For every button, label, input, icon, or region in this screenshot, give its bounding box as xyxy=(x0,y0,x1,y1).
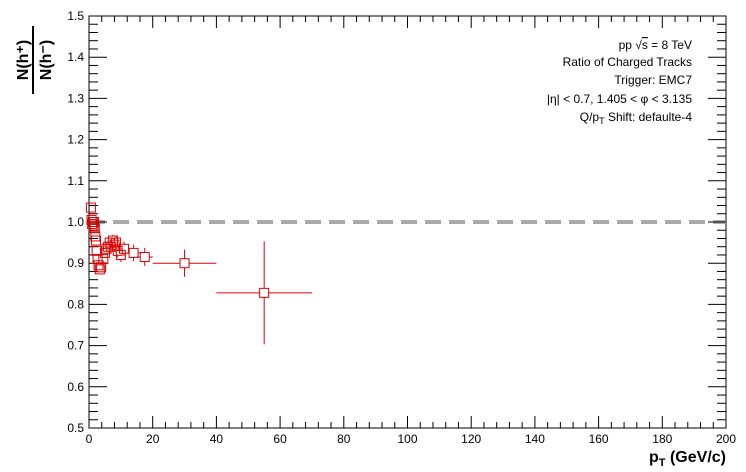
data-point-marker xyxy=(91,235,102,246)
data-points xyxy=(85,202,312,345)
data-point xyxy=(109,238,120,251)
data-point xyxy=(85,202,96,213)
y-tick-label: 0.6 xyxy=(67,380,84,394)
y-tick-label: 0.9 xyxy=(67,256,84,270)
data-point-marker xyxy=(179,258,190,269)
data-point xyxy=(136,247,153,267)
data-point-marker xyxy=(259,287,270,298)
data-point xyxy=(216,241,312,345)
data-point xyxy=(111,236,122,250)
y-tick-label: 1.5 xyxy=(67,9,84,23)
x-axis-title: pT (GeV/c) xyxy=(649,449,726,469)
x-tick-label: 160 xyxy=(589,432,609,446)
y-tick-label: 1.2 xyxy=(67,133,84,147)
data-point xyxy=(119,241,130,257)
x-tick-label: 0 xyxy=(86,432,93,446)
data-point-marker xyxy=(115,249,126,260)
y-tick-label: 1.1 xyxy=(67,174,84,188)
y-tick-label: 1.4 xyxy=(67,50,84,64)
data-point-marker xyxy=(92,254,103,265)
data-point xyxy=(91,235,102,246)
data-point xyxy=(89,217,100,227)
data-point-marker xyxy=(119,243,130,254)
x-tick-label: 40 xyxy=(210,432,224,446)
data-point-marker xyxy=(98,254,109,265)
x-tick-label: 80 xyxy=(337,432,351,446)
y-tick-label: 1.0 xyxy=(67,215,84,229)
data-point-marker xyxy=(128,247,139,258)
y-tick-label: 1.3 xyxy=(67,91,84,105)
data-point-marker xyxy=(89,217,100,227)
x-tick-label: 180 xyxy=(652,432,672,446)
x-axis-ticks: 0 20 40 60 80 100 120 140 160 180 200 xyxy=(86,16,736,446)
data-point-marker xyxy=(111,237,122,248)
data-point xyxy=(115,247,126,262)
data-point xyxy=(152,249,217,277)
annotation-energy: pp √s = 8 TeV xyxy=(619,38,692,52)
data-point-marker xyxy=(91,245,102,256)
annotation-shift: Q/pT Shift: defaulte-4 xyxy=(580,110,693,126)
data-point-marker xyxy=(94,264,105,275)
x-tick-label: 120 xyxy=(461,432,481,446)
x-tick-label: 100 xyxy=(397,432,417,446)
annotations: pp √s = 8 TeV Ratio of Charged Tracks Tr… xyxy=(547,38,692,126)
annotation-ratio-title: Ratio of Charged Tracks xyxy=(563,55,692,69)
data-point xyxy=(92,254,103,265)
annotation-acceptance: |η| < 0.7, 1.405 < φ < 3.135 xyxy=(547,92,692,106)
y-axis-title-denominator: N(h⁻) xyxy=(38,40,55,80)
data-point-marker xyxy=(96,262,107,273)
x-tick-label: 140 xyxy=(525,432,545,446)
x-tick-label: 60 xyxy=(273,432,287,446)
data-point xyxy=(94,264,105,275)
data-point xyxy=(91,245,102,256)
y-axis-title: N(h⁺) N(h⁻) xyxy=(15,26,55,94)
data-point-marker xyxy=(85,202,96,213)
y-tick-label: 0.5 xyxy=(67,421,84,435)
annotation-trigger: Trigger: EMC7 xyxy=(614,73,692,87)
data-point xyxy=(98,254,109,265)
data-point xyxy=(127,244,140,262)
y-tick-label: 0.8 xyxy=(67,297,84,311)
x-tick-label: 20 xyxy=(146,432,160,446)
x-tick-label: 200 xyxy=(716,432,736,446)
y-tick-label: 0.7 xyxy=(67,339,84,353)
y-axis-ticks: 0.5 0.6 0.7 0.8 0.9 1.0 1.1 1.2 1.3 1.4 1.5 xyxy=(67,9,726,435)
data-point xyxy=(89,223,100,234)
y-axis-title-numerator: N(h⁺) xyxy=(15,40,32,80)
data-point-marker xyxy=(89,223,100,234)
data-point-marker xyxy=(109,239,120,250)
data-point xyxy=(96,262,107,273)
data-point-marker xyxy=(139,252,150,263)
